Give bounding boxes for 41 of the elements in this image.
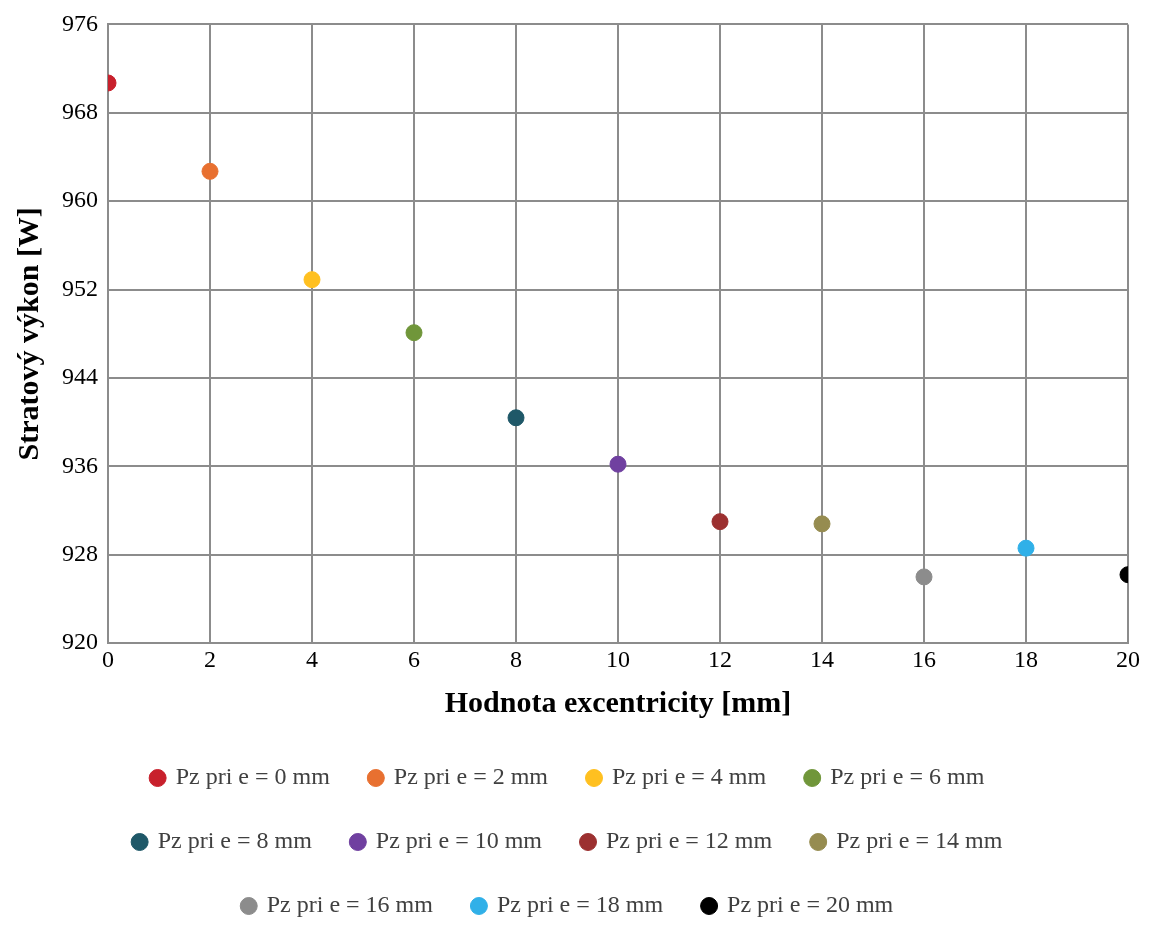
x-tick-label: 0 xyxy=(102,645,114,672)
x-tick-label: 6 xyxy=(408,645,420,672)
legend-label: Pz pri e = 18 mm xyxy=(496,891,664,918)
point xyxy=(711,513,729,531)
x-tick-label: 8 xyxy=(510,645,522,672)
y-tick-label: 920 xyxy=(62,628,98,655)
legend-label: Pz pri e = 0 mm xyxy=(175,763,331,790)
legend-label: Pz pri e = 14 mm xyxy=(836,827,1003,854)
point xyxy=(1017,539,1035,557)
y-tick-label: 952 xyxy=(62,274,98,301)
y-tick-label: 936 xyxy=(62,451,98,478)
point xyxy=(201,162,219,180)
y-tick-label: 976 xyxy=(62,9,98,36)
x-tick-label: 20 xyxy=(1116,645,1140,672)
point xyxy=(507,409,525,427)
point xyxy=(405,324,423,342)
point xyxy=(303,271,321,289)
x-tick-label: 2 xyxy=(204,645,216,672)
legend-label: Pz pri e = 8 mm xyxy=(157,827,313,854)
legend-label: Pz pri e = 16 mm xyxy=(266,891,434,918)
y-tick-label: 928 xyxy=(62,540,98,567)
point xyxy=(915,568,933,586)
legend-label: Pz pri e = 12 mm xyxy=(606,827,773,854)
legend-label: Pz pri e = 6 mm xyxy=(830,763,985,790)
x-tick-label: 14 xyxy=(810,645,834,672)
x-tick-label: 16 xyxy=(912,645,936,672)
y-tick-label: 944 xyxy=(62,363,98,390)
x-tick-label: 10 xyxy=(606,645,630,672)
legend-label: Pz pri e = 20 mm xyxy=(727,891,894,918)
x-tick-label: 12 xyxy=(708,645,732,672)
legend-label: Pz pri e = 4 mm xyxy=(612,763,767,790)
point xyxy=(813,515,831,533)
y-tick-label: 968 xyxy=(62,98,98,125)
y-axis-title: Stratový výkon [W] xyxy=(10,207,44,461)
x-tick-label: 18 xyxy=(1014,645,1038,672)
y-tick-label: 960 xyxy=(62,186,98,213)
legend-label: Pz pri e = 2 mm xyxy=(393,763,549,790)
x-axis-title: Hodnota excentricity [mm] xyxy=(444,684,792,718)
point xyxy=(609,455,627,473)
legend-label: Pz pri e = 10 mm xyxy=(375,827,543,854)
x-tick-label: 4 xyxy=(306,645,318,672)
